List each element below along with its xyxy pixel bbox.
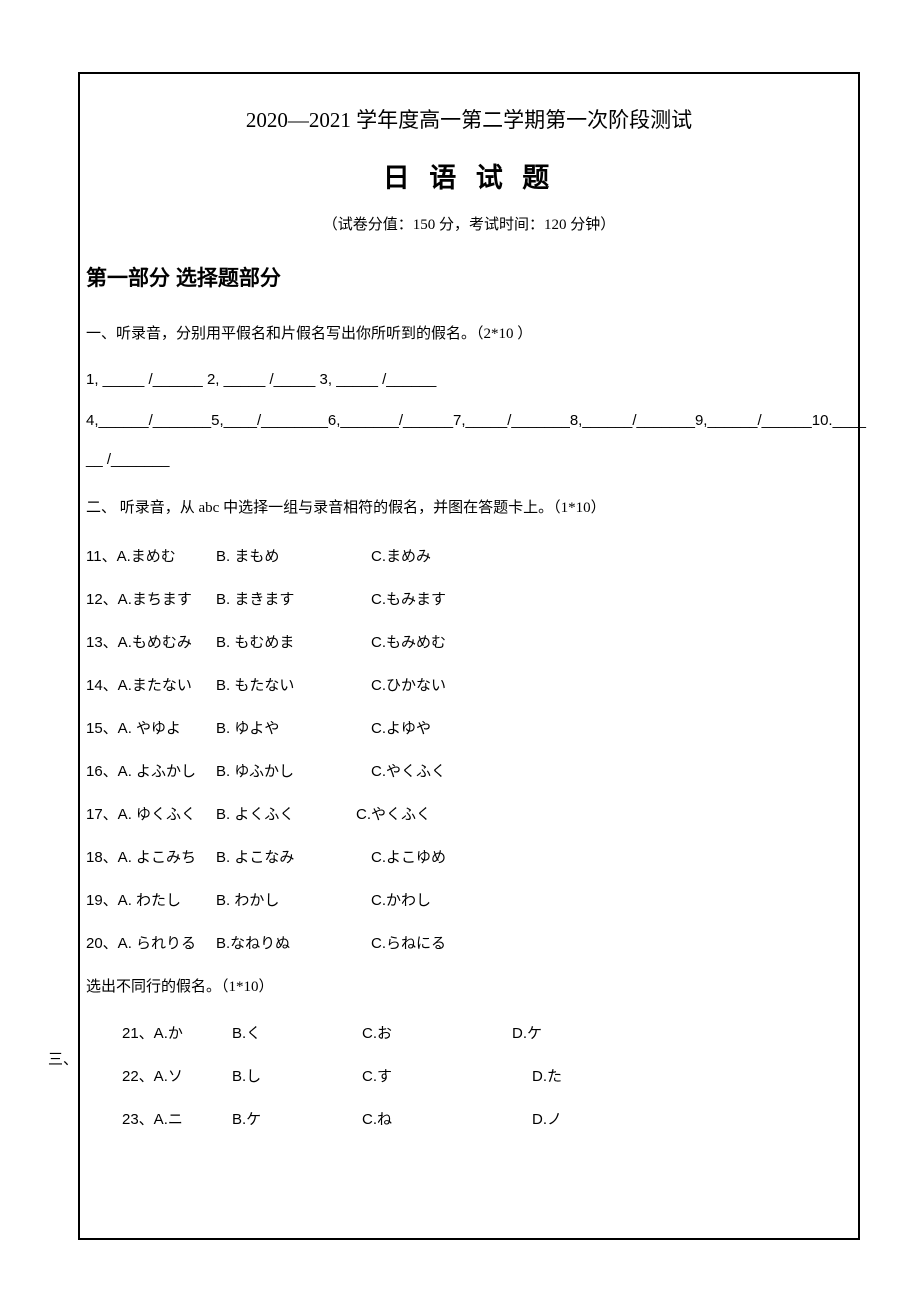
question-option-b: B.く [232, 1022, 362, 1043]
section1-blanks-line3: __ /_______ [86, 451, 852, 468]
section1-blanks-line1: 1, _____ /______ 2, _____ /_____ 3, ____… [86, 371, 852, 388]
part1-heading: 第一部分 选择题部分 [86, 262, 852, 292]
question-number-option-a: 16、A. よふかし [86, 760, 216, 781]
section1-heading: 一、听录音，分别用平假名和片假名写出你所听到的假名。（2*10 ） [86, 322, 852, 343]
question-option-b: B. もむめま [216, 631, 371, 652]
question-option-b: B.し [232, 1065, 362, 1086]
question-number-option-a: 20、A. られりる [86, 932, 216, 953]
question-option-c: C.やくふく [371, 760, 521, 781]
exam-title-line1: 2020—2021 学年度高一第二学期第一次阶段测试 [86, 104, 852, 134]
question-option-b: B. わかし [216, 889, 371, 910]
question-number-option-a: 22、A.ソ [122, 1065, 232, 1086]
section1-blanks-line2: 4,______/_______5,____/________6,_______… [86, 412, 852, 429]
question-row: 11、A.まめむ B. まもめ C.まめみ [86, 545, 852, 566]
question-row: 22、A.ソ B.し C.す D.た [86, 1065, 852, 1086]
question-number-option-a: 21、A.か [122, 1022, 232, 1043]
question-row: 13、A.もめむみ B. もむめま C.もみめむ [86, 631, 852, 652]
question-row: 14、A.またない B. もたない C.ひかない [86, 674, 852, 695]
question-option-c: C.お [362, 1022, 512, 1043]
question-option-c: C.まめみ [371, 545, 521, 566]
question-row: 15、A. やゆよ B. ゆよや C.よゆや [86, 717, 852, 738]
exam-title-line3: （试卷分值：150 分，考试时间：120 分钟） [86, 213, 852, 234]
question-option-b: B. よくふく [216, 803, 356, 824]
question-option-d: D.た [532, 1065, 652, 1086]
question-option-c: C.らねにる [371, 932, 521, 953]
question-option-b: B. よこなみ [216, 846, 371, 867]
question-option-c: C.もみます [371, 588, 521, 609]
question-number-option-a: 23、A.ニ [122, 1108, 232, 1129]
question-option-b: B.ケ [232, 1108, 362, 1129]
question-option-b: B. まもめ [216, 545, 371, 566]
question-option-c: C.す [362, 1065, 532, 1086]
question-option-b: B.なねりぬ [216, 932, 371, 953]
question-row: 18、A. よこみち B. よこなみ C.よこゆめ [86, 846, 852, 867]
question-option-d: D.ノ [532, 1108, 652, 1129]
content-area: 2020—2021 学年度高一第二学期第一次阶段测试 日 语 试 题 （试卷分值… [80, 74, 858, 1129]
question-option-c: C.やくふく [356, 803, 506, 824]
question-option-b: B. もたない [216, 674, 371, 695]
section2-heading: 二、 听录音，从 abc 中选择一组与录音相符的假名，并图在答题卡上。（1*10… [86, 496, 852, 517]
question-option-b: B. ゆふかし [216, 760, 371, 781]
question-option-c: C.ね [362, 1108, 532, 1129]
question-option-c: C.ひかない [371, 674, 521, 695]
question-row: 21、A.か B.く C.お D.ケ [86, 1022, 852, 1043]
exam-title-line2: 日 语 试 题 [86, 156, 852, 195]
question-number-option-a: 11、A.まめむ [86, 545, 216, 566]
question-number-option-a: 12、A.まちます [86, 588, 216, 609]
question-number-option-a: 18、A. よこみち [86, 846, 216, 867]
question-option-d: D.ケ [512, 1022, 632, 1043]
question-number-option-a: 13、A.もめむみ [86, 631, 216, 652]
question-option-b: B. ゆよや [216, 717, 371, 738]
question-number-option-a: 15、A. やゆよ [86, 717, 216, 738]
question-option-c: C.よゆや [371, 717, 521, 738]
question-row: 19、A. わたし B. わかし C.かわし [86, 889, 852, 910]
question-row: 17、A. ゆくふく B. よくふく C.やくふく [86, 803, 852, 824]
section3-heading: 选出不同行的假名。（1*10） [86, 975, 852, 996]
question-number-option-a: 14、A.またない [86, 674, 216, 695]
question-row: 20、A. られりる B.なねりぬ C.らねにる [86, 932, 852, 953]
question-number-option-a: 17、A. ゆくふく [86, 803, 216, 824]
question-row: 16、A. よふかし B. ゆふかし C.やくふく [86, 760, 852, 781]
question-option-c: C.よこゆめ [371, 846, 521, 867]
question-option-b: B. まきます [216, 588, 371, 609]
question-option-c: C.もみめむ [371, 631, 521, 652]
question-option-c: C.かわし [371, 889, 521, 910]
question-number-option-a: 19、A. わたし [86, 889, 216, 910]
section3-outside-marker: 三、 [48, 1048, 78, 1069]
page-border: 2020—2021 学年度高一第二学期第一次阶段测试 日 语 试 题 （试卷分值… [78, 72, 860, 1240]
question-row: 23、A.ニ B.ケ C.ね D.ノ [86, 1108, 852, 1129]
question-row: 12、A.まちます B. まきます C.もみます [86, 588, 852, 609]
